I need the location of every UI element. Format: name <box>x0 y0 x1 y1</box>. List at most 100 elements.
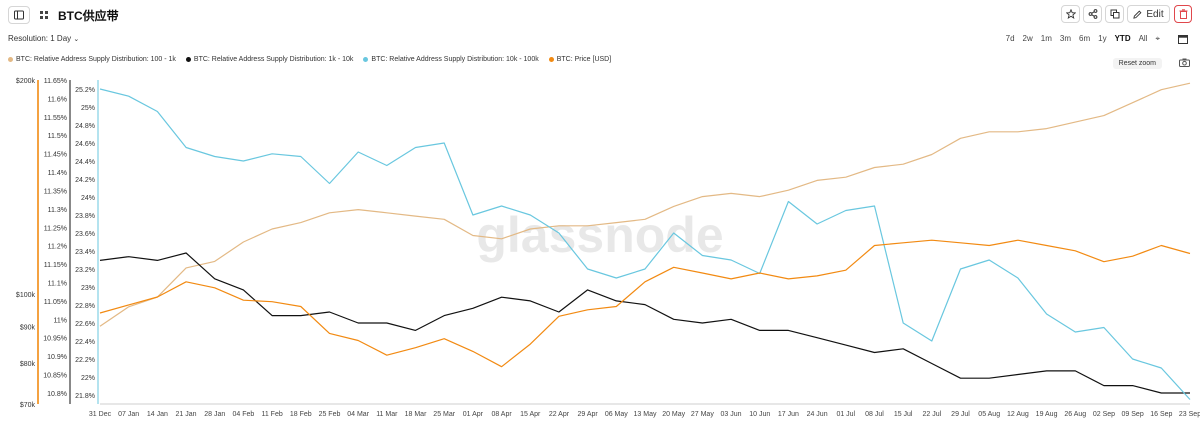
sidebar-toggle-icon <box>14 10 24 20</box>
s1k-tick-label: 11.15% <box>44 262 67 269</box>
x-tick-label: 29 Jul <box>951 411 970 418</box>
series-line-price <box>99 239 1191 368</box>
s10k-tick-label: 24% <box>81 195 95 202</box>
s10k-tick-label: 25% <box>81 105 95 112</box>
chart-legend: BTC: Relative Address Supply Distributio… <box>8 56 611 63</box>
favorite-button[interactable] <box>1061 5 1080 23</box>
x-tick-label: 01 Apr <box>463 411 484 418</box>
series-line-10k-100k <box>99 88 1191 400</box>
calendar-icon[interactable] <box>1178 34 1188 44</box>
s10k-tick-label: 22.6% <box>75 321 95 328</box>
s10k-tick-label: 23.4% <box>75 249 95 256</box>
s10k-tick-label: 21.8% <box>75 393 95 400</box>
x-tick-label: 08 Apr <box>491 411 512 418</box>
legend-item-price[interactable]: BTC: Price [USD] <box>548 56 612 63</box>
legend-label: BTC: Relative Address Supply Distributio… <box>16 56 176 63</box>
s10k-tick-label: 22.8% <box>75 303 95 310</box>
s10k-tick-label: 23.8% <box>75 213 95 220</box>
share-button[interactable] <box>1083 5 1102 23</box>
x-tick-label: 14 Jan <box>147 411 168 418</box>
x-tick-label: 27 May <box>691 411 714 418</box>
s1k-tick-label: 11.3% <box>48 207 67 214</box>
resolution-select[interactable]: Resolution: 1 Day ⌄ <box>8 34 79 43</box>
star-icon <box>1065 9 1076 19</box>
range-6m[interactable]: 6m <box>1079 34 1091 43</box>
x-tick-label: 18 Mar <box>405 411 427 418</box>
x-tick-label: 17 Jun <box>778 411 799 418</box>
s10k-tick-label: 22.2% <box>75 357 95 364</box>
s1k-tick-label: 11.2% <box>48 244 67 251</box>
legend-item-1k-10k[interactable]: BTC: Relative Address Supply Distributio… <box>185 56 354 63</box>
range-ytd[interactable]: YTD <box>1114 34 1131 43</box>
s10k-tick-label: 23.2% <box>75 267 95 274</box>
x-tick-label: 28 Jan <box>204 411 225 418</box>
x-tick-label: 10 Jun <box>749 411 770 418</box>
x-tick-label: 23 Sep <box>1179 411 1200 418</box>
legend-label: BTC: Relative Address Supply Distributio… <box>193 56 354 63</box>
x-tick-label: 20 May <box>662 411 685 418</box>
x-tick-label: 07 Jan <box>118 411 139 418</box>
price-tick-label: $100k <box>16 292 36 299</box>
s1k-tick-label: 11.05% <box>44 299 67 306</box>
legend-item-100-1k[interactable]: BTC: Relative Address Supply Distributio… <box>8 56 176 63</box>
x-tick-label: 25 Feb <box>319 411 341 418</box>
camera-icon[interactable] <box>1179 58 1190 67</box>
s10k-tick-label: 23.6% <box>75 231 95 238</box>
page-title: BTC供应带 <box>58 9 119 23</box>
share-icon <box>1088 9 1097 19</box>
x-tick-label: 21 Jan <box>176 411 197 418</box>
pencil-icon <box>1133 10 1142 19</box>
range-7d[interactable]: 7d <box>1005 34 1015 43</box>
range-selector: 7d 2w 1m 3m 6m 1y YTD All ⌖ <box>1002 31 1164 47</box>
resolution-label: Resolution: 1 Day <box>8 34 72 43</box>
trash-icon <box>1179 9 1187 19</box>
range-3m[interactable]: 3m <box>1059 34 1072 43</box>
x-tick-label: 16 Sep <box>1150 411 1172 418</box>
x-tick-label: 09 Sep <box>1122 411 1144 418</box>
x-tick-label: 31 Dec <box>89 411 112 418</box>
edit-button[interactable]: Edit <box>1127 5 1170 23</box>
s1k-tick-label: 11.4% <box>48 170 67 177</box>
x-tick-label: 26 Aug <box>1064 411 1086 418</box>
watermark: glassnode <box>476 207 723 263</box>
price-tick-label: $200k <box>16 78 36 85</box>
x-tick-label: 29 Apr <box>578 411 599 418</box>
top-toolbar: BTC供应带 Edit <box>0 0 1200 30</box>
s1k-tick-label: 11.35% <box>44 188 67 195</box>
legend-dot-icon <box>548 57 554 62</box>
x-tick-label: 11 Feb <box>261 411 282 418</box>
legend-item-10k-100k[interactable]: BTC: Relative Address Supply Distributio… <box>363 56 539 63</box>
x-tick-label: 03 Jun <box>721 411 742 418</box>
x-tick-label: 24 Jun <box>807 411 828 418</box>
zoom-select-icon[interactable]: ⌖ <box>1155 34 1160 43</box>
s1k-tick-label: 11.55% <box>44 115 67 122</box>
s1k-tick-label: 10.8% <box>47 391 67 398</box>
s1k-tick-label: 11% <box>54 317 68 324</box>
edit-label: Edit <box>1146 8 1164 20</box>
s1k-tick-label: 11.25% <box>44 225 67 232</box>
x-tick-label: 18 Feb <box>290 411 312 418</box>
range-1m[interactable]: 1m <box>1040 34 1052 43</box>
s1k-tick-label: 11.65% <box>44 78 67 85</box>
x-tick-label: 15 Jul <box>894 411 913 418</box>
dashboard-icon[interactable] <box>40 11 48 19</box>
delete-button[interactable] <box>1174 5 1192 23</box>
s10k-tick-label: 22.4% <box>75 339 95 346</box>
legend-label: BTC: Relative Address Supply Distributio… <box>371 56 539 63</box>
legend-dot-icon <box>363 57 369 62</box>
s1k-tick-label: 11.1% <box>48 281 67 288</box>
copy-button[interactable] <box>1105 5 1124 23</box>
sidebar-toggle-button[interactable] <box>8 6 30 24</box>
range-all[interactable]: All <box>1138 34 1148 43</box>
s1k-tick-label: 10.85% <box>43 373 67 380</box>
range-1y[interactable]: 1y <box>1098 34 1107 43</box>
x-tick-label: 08 Jul <box>865 411 884 418</box>
legend-dot-icon <box>185 57 191 62</box>
reset-zoom-button[interactable]: Reset zoom <box>1112 58 1162 69</box>
range-2w[interactable]: 2w <box>1022 34 1033 43</box>
legend-label: BTC: Price [USD] <box>556 56 612 63</box>
x-tick-label: 15 Apr <box>520 411 541 418</box>
s10k-tick-label: 24.8% <box>75 123 95 130</box>
x-tick-label: 13 May <box>634 411 657 418</box>
